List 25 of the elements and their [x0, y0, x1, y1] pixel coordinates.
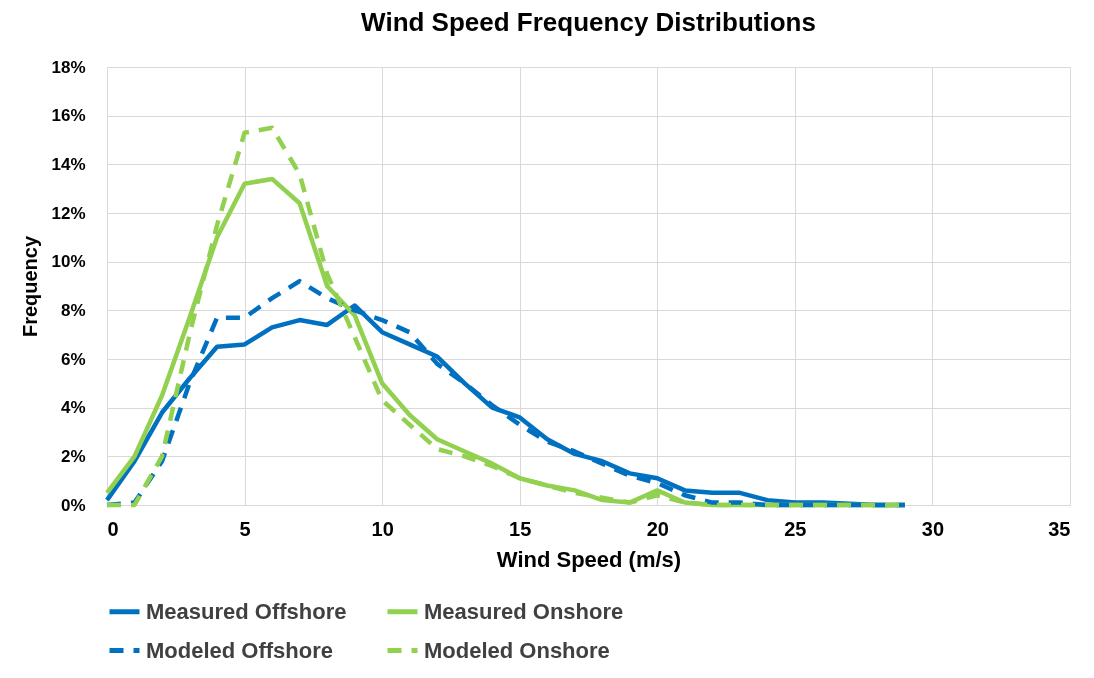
x-tick-label: 5 [239, 517, 251, 540]
y-tick-label: 12% [51, 203, 86, 223]
x-tick-label: 15 [509, 517, 532, 540]
y-axis-title: Frequency [19, 235, 42, 338]
legend-label: Modeled Onshore [424, 637, 610, 663]
x-tick-label: 25 [784, 517, 807, 540]
x-tick-label: 35 [1048, 517, 1071, 540]
y-tick-label: 8% [60, 300, 86, 320]
legend-label: Modeled Offshore [146, 637, 334, 663]
y-tick-label: 14% [51, 154, 86, 174]
x-tick-label: 0 [107, 517, 119, 540]
x-tick-label: 30 [921, 517, 945, 540]
x-tick-label: 20 [646, 517, 669, 540]
y-tick-label: 2% [60, 446, 86, 466]
y-tick-label: 4% [60, 398, 86, 418]
x-tick-label: 10 [371, 517, 394, 540]
legend-label: Measured Onshore [424, 598, 624, 624]
y-tick-label: 18% [51, 57, 86, 77]
y-tick-label: 10% [51, 252, 86, 272]
x-axis-title: Wind Speed (m/s) [496, 546, 682, 572]
chart-title: Wind Speed Frequency Distributions [361, 7, 816, 37]
y-tick-label: 16% [51, 106, 86, 126]
y-tick-label: 0% [60, 495, 86, 515]
y-tick-label: 6% [60, 349, 86, 369]
legend-label: Measured Offshore [146, 598, 347, 624]
